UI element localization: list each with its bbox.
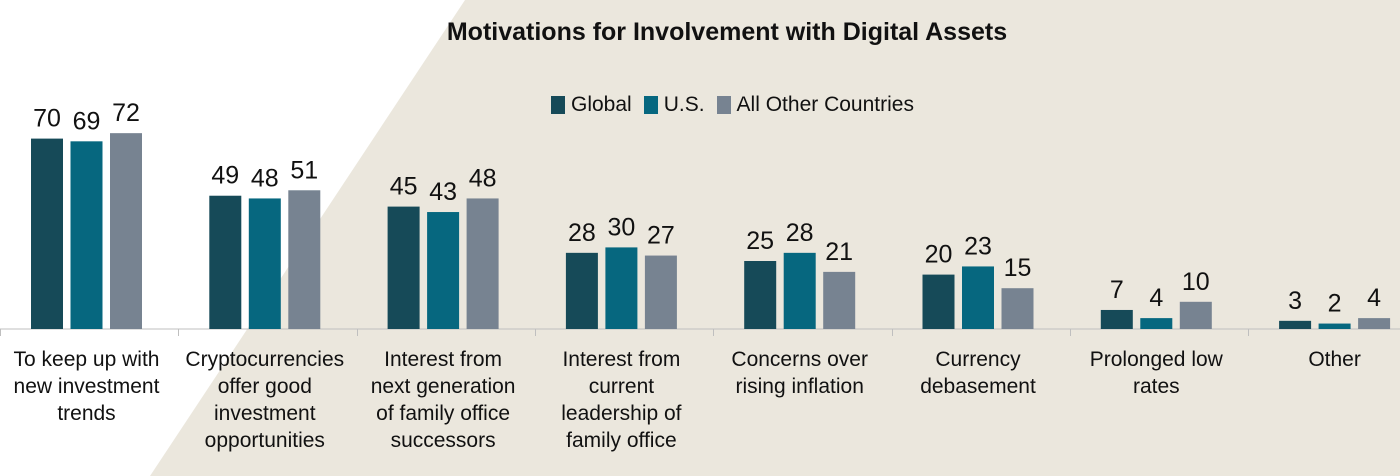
category-label: Other bbox=[1308, 348, 1361, 371]
data-label: 30 bbox=[607, 213, 635, 241]
bar bbox=[1358, 318, 1391, 329]
bar bbox=[288, 190, 321, 329]
data-label: 23 bbox=[964, 232, 992, 260]
bar bbox=[1279, 320, 1312, 329]
chart-title: Motivations for Involvement with Digital… bbox=[446, 18, 1008, 46]
category-label: next generation bbox=[371, 375, 516, 398]
bar bbox=[209, 195, 242, 329]
data-label: 25 bbox=[746, 227, 774, 255]
data-label: 10 bbox=[1182, 268, 1210, 296]
data-label: 48 bbox=[469, 164, 497, 192]
category-label: investment bbox=[214, 402, 316, 425]
bar bbox=[387, 206, 420, 329]
category-label: rates bbox=[1133, 375, 1180, 398]
legend-label-global: Global bbox=[571, 93, 632, 116]
legend-label-us: U.S. bbox=[663, 93, 705, 116]
data-label: 28 bbox=[568, 219, 596, 247]
data-label: 27 bbox=[647, 222, 675, 250]
data-label: 7 bbox=[1110, 276, 1124, 304]
data-label: 69 bbox=[73, 107, 101, 135]
legend-item-other-countries: All Other Countries bbox=[716, 93, 914, 117]
legend-swatch-other-countries bbox=[716, 96, 731, 114]
data-label: 51 bbox=[290, 156, 318, 184]
category-label: leadership of bbox=[561, 402, 681, 425]
category-label: Concerns over bbox=[731, 348, 868, 371]
data-label: 21 bbox=[825, 238, 853, 266]
legend-label-other-countries: All Other Countries bbox=[736, 93, 914, 116]
data-label: 72 bbox=[112, 99, 140, 127]
category-label: Cryptocurrencies bbox=[185, 348, 344, 371]
category-label: current bbox=[589, 375, 655, 398]
category-label: family office bbox=[566, 429, 677, 452]
data-label: 2 bbox=[1328, 290, 1342, 318]
data-label: 28 bbox=[786, 219, 814, 247]
bar bbox=[248, 198, 281, 329]
data-label: 4 bbox=[1367, 284, 1381, 312]
data-label: 45 bbox=[390, 173, 418, 201]
bar bbox=[783, 252, 816, 329]
bar bbox=[1100, 309, 1133, 329]
category-label: To keep up with bbox=[14, 348, 160, 371]
bar bbox=[70, 141, 103, 329]
category-label: opportunities bbox=[205, 429, 325, 452]
legend-item-global: Global bbox=[551, 93, 632, 117]
category-label: Prolonged low bbox=[1090, 348, 1224, 371]
data-label: 48 bbox=[251, 164, 279, 192]
bar bbox=[565, 252, 598, 329]
data-label: 3 bbox=[1288, 287, 1302, 315]
category-label: new investment bbox=[14, 375, 160, 398]
bar bbox=[1318, 323, 1351, 329]
data-label: 20 bbox=[925, 241, 953, 269]
category-label: Currency bbox=[935, 348, 1021, 371]
bar bbox=[427, 212, 460, 329]
bar bbox=[644, 255, 677, 329]
bar bbox=[823, 271, 856, 329]
data-label: 70 bbox=[33, 105, 61, 133]
category-label: Interest from bbox=[384, 348, 502, 371]
data-label: 49 bbox=[211, 162, 239, 190]
bar bbox=[31, 138, 63, 329]
data-label: 43 bbox=[429, 178, 457, 206]
category-label: offer good bbox=[218, 375, 312, 398]
data-label: 15 bbox=[1004, 254, 1032, 282]
legend-item-us: U.S. bbox=[643, 93, 705, 117]
category-label: rising inflation bbox=[735, 375, 863, 398]
data-label: 4 bbox=[1149, 284, 1163, 312]
bar bbox=[605, 247, 638, 329]
bar bbox=[1001, 288, 1034, 329]
category-label: of family office bbox=[376, 402, 510, 425]
bar bbox=[1179, 301, 1212, 329]
category-label: Interest from bbox=[562, 348, 680, 371]
legend-swatch-global bbox=[551, 96, 565, 114]
bar bbox=[744, 261, 777, 329]
bar bbox=[922, 274, 955, 329]
category-label: successors bbox=[391, 429, 496, 452]
legend-swatch-us bbox=[643, 96, 658, 114]
category-label: debasement bbox=[920, 375, 1036, 398]
legend: Global U.S. All Other Countries bbox=[551, 93, 926, 117]
bar bbox=[1140, 318, 1173, 329]
bar bbox=[466, 198, 499, 329]
bar bbox=[962, 266, 994, 329]
bar bbox=[110, 133, 142, 329]
category-label: trends bbox=[57, 402, 115, 425]
